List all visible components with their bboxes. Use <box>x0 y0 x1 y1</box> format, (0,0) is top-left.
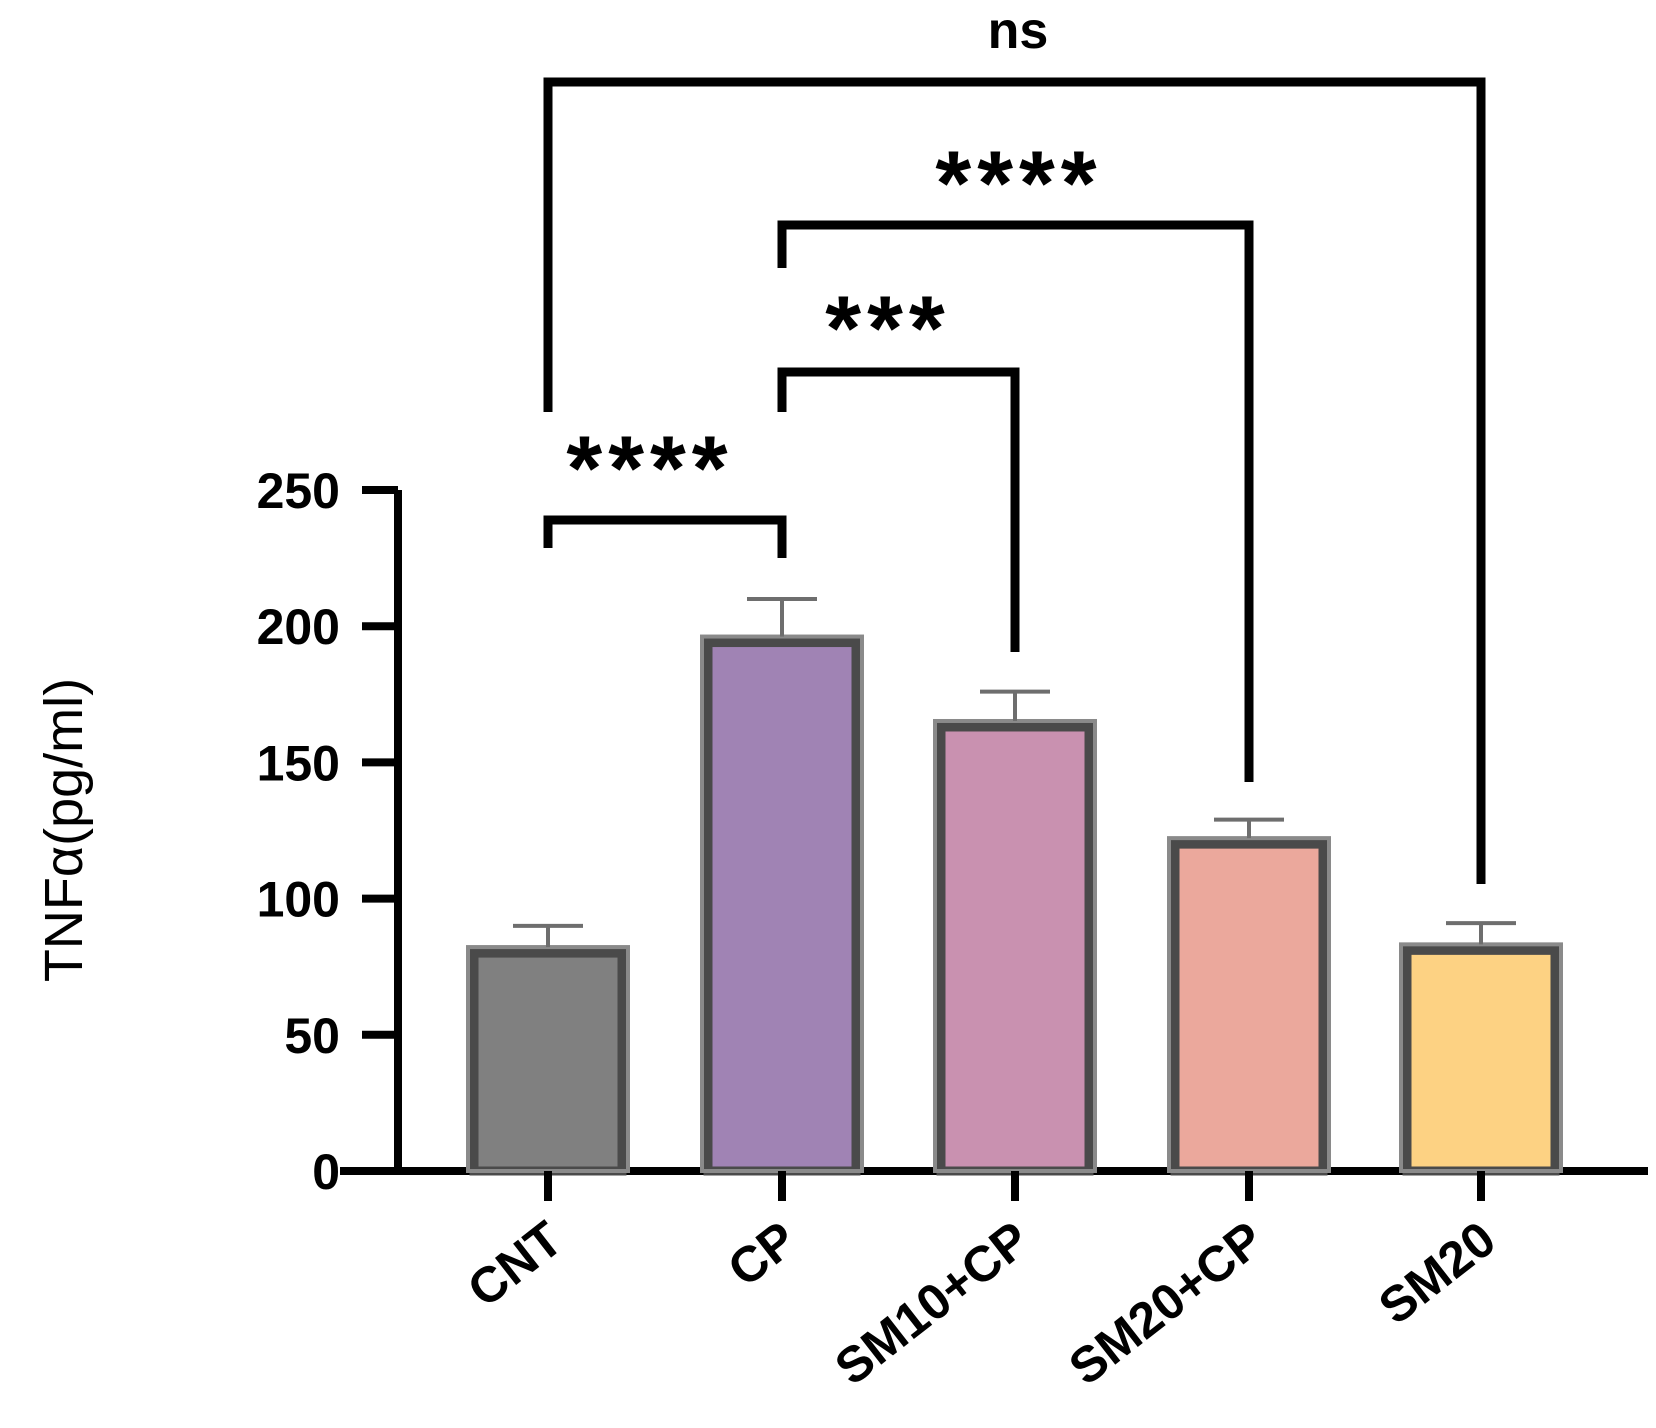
bar <box>703 638 861 1176</box>
bar <box>936 722 1094 1176</box>
significance-label: **** <box>935 133 1102 235</box>
x-tick-label: SM20 <box>1368 1211 1505 1336</box>
significance-bracket <box>777 367 1020 652</box>
y-ticks: 0 50 100 150 200 250 <box>257 463 398 1200</box>
y-tick-label: 150 <box>257 735 340 791</box>
y-axis-label: TNFα(pg/ml) <box>34 678 94 982</box>
significance-bracket <box>777 220 1254 782</box>
bar <box>469 948 627 1176</box>
bar <box>1170 839 1328 1176</box>
significance-bracket <box>543 515 787 558</box>
bar <box>1402 945 1560 1176</box>
y-tick-label: 0 <box>312 1144 340 1200</box>
x-tick-label: CP <box>718 1211 807 1298</box>
bars <box>466 596 1563 1176</box>
significance-label: *** <box>825 278 950 380</box>
significance-label: ns <box>988 2 1049 60</box>
x-tick-label: SM20+CP <box>1059 1211 1274 1396</box>
significance-label: **** <box>566 418 733 520</box>
y-tick-label: 250 <box>257 463 340 519</box>
y-tick-label: 50 <box>284 1008 340 1064</box>
y-tick-label: 200 <box>257 599 340 655</box>
y-tick-label: 100 <box>257 872 340 928</box>
x-tick-label: SM10+CP <box>825 1211 1040 1396</box>
significance-brackets: ***********ns <box>543 2 1486 884</box>
x-tick-label: CNT <box>457 1211 572 1318</box>
significance-bracket <box>543 77 1486 884</box>
x-ticks: CNT CP SM10+CP SM20+CP SM20 <box>457 1171 1506 1396</box>
